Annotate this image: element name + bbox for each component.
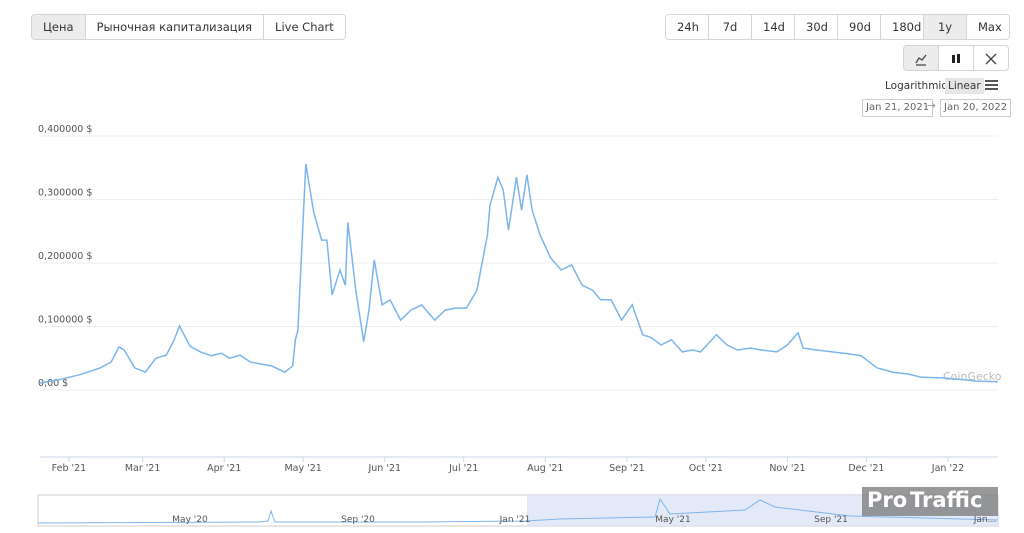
range-button[interactable]: 7d (709, 15, 752, 39)
range-button[interactable]: 24h (666, 15, 709, 39)
range-button[interactable]: 14d (752, 15, 795, 39)
candle-view-button[interactable] (939, 46, 974, 70)
y-tick-label: 0,300000 $ (38, 188, 92, 199)
y-tick-label: 0,400000 $ (38, 124, 92, 135)
x-tick-label: Mar '21 (125, 463, 161, 474)
y-tick-label: 0,00 $ (38, 378, 68, 389)
tab[interactable]: Live Chart (275, 20, 334, 34)
arrow: → (927, 100, 936, 112)
x-tick-label: Dec '21 (848, 463, 884, 474)
x-tick-label: Jul '21 (448, 463, 478, 474)
x-tick-label: May '21 (284, 463, 321, 474)
date-from[interactable]: Jan 21, 2021 (862, 99, 934, 117)
range-button[interactable]: 30d (795, 15, 838, 39)
navigator-label: May '20 (172, 515, 208, 525)
navigator-label: Jan '21 (499, 515, 531, 525)
x-tick-label: Jun '21 (367, 463, 401, 474)
fullscreen-button[interactable] (974, 46, 1008, 70)
navigator-label: May '21 (655, 515, 690, 525)
navigator-label: Sep '20 (341, 515, 375, 525)
range-button[interactable]: 90d (838, 15, 881, 39)
tab-group: Цена Рыночная капитализация Live Chart (31, 14, 346, 40)
tab[interactable]: Рыночная капитализация (86, 15, 265, 39)
log-option[interactable]: Logarithmic (885, 80, 948, 92)
menu-icon[interactable] (984, 79, 1000, 93)
date-to[interactable]: Jan 20, 2022 (940, 99, 1012, 117)
y-tick-label: 0,100000 $ (38, 315, 92, 326)
range-button[interactable]: 1y (924, 15, 967, 39)
navigator-label: Jan... (973, 515, 996, 525)
range-button[interactable]: 180d (881, 15, 924, 39)
x-tick-label: Oct '21 (689, 463, 723, 474)
x-tick-label: Sep '21 (609, 463, 645, 474)
x-tick-label: Feb '21 (52, 463, 87, 474)
logo-right: Traffic (910, 488, 982, 512)
linear-option[interactable]: Linear (945, 78, 984, 94)
overlay-logo (862, 487, 998, 516)
logo-left: Pro (867, 488, 907, 512)
line-view-button[interactable] (904, 46, 939, 70)
tab[interactable]: Цена (32, 15, 86, 39)
range-button[interactable]: Max (978, 20, 1002, 34)
range-group: 24h 7d 14d 30d 90d 180d 1y Max (665, 14, 1010, 40)
x-tick-label: Apr '21 (207, 463, 241, 474)
x-tick-label: Jan '22 (931, 463, 964, 474)
view-group (903, 45, 1009, 71)
x-tick-label: Aug '21 (527, 463, 563, 474)
navigator-line (37, 497, 999, 524)
y-tick-label: 0,200000 $ (38, 251, 92, 262)
x-tick-label: Nov '21 (769, 463, 805, 474)
navigator-label: Sep '21 (814, 515, 848, 525)
price-line (39, 163, 999, 384)
